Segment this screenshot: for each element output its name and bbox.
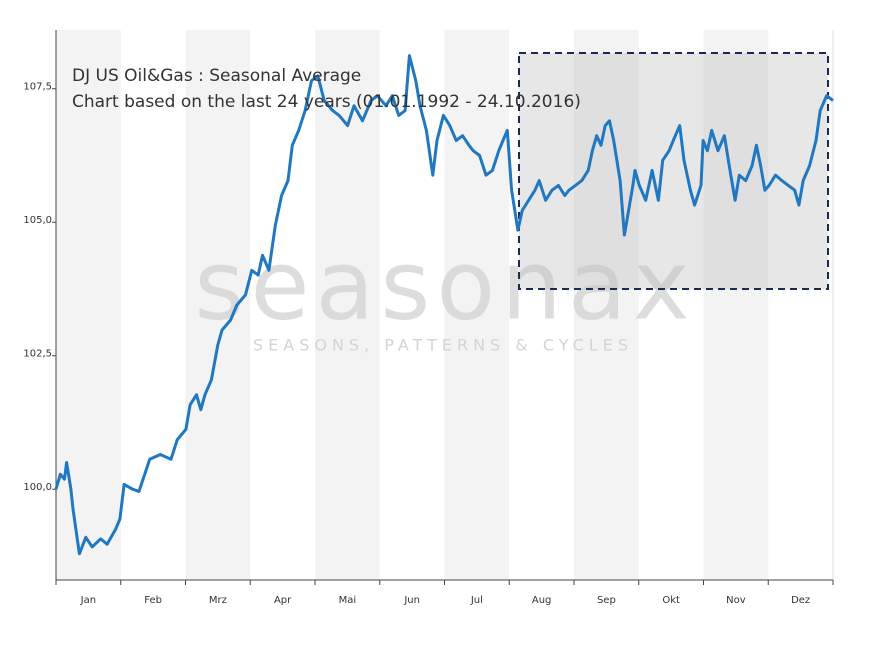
month-band (185, 30, 251, 580)
month-band (444, 30, 510, 580)
x-tick-label: Okt (662, 595, 680, 606)
month-band (574, 30, 639, 580)
y-tick-label: 107,5 (23, 82, 52, 93)
watermark-logo: seasonax (194, 229, 695, 341)
x-tick-label: Apr (274, 595, 292, 606)
x-tick-label: Dez (791, 595, 810, 606)
series-line (54, 54, 834, 556)
month-band (703, 30, 769, 580)
x-tick-label: Mrz (209, 595, 227, 606)
highlight-box (518, 52, 829, 290)
watermark-tagline: SEASONS, PATTERNS & CYCLES (253, 336, 633, 355)
x-tick-label: Aug (532, 595, 552, 606)
x-tick-label: Sep (597, 595, 616, 606)
y-tick-label: 102,5 (23, 349, 52, 360)
plot: Jan Feb Mrz Apr Mai Jun Jul Aug Sep Okt Nov Dez 100,… (23, 30, 834, 606)
month-band (56, 30, 121, 580)
month-bands (56, 30, 769, 580)
chart-subtitle: Chart based on the last 24 years (01.01.… (72, 92, 581, 112)
x-tick-label: Jan (80, 595, 96, 606)
chart-title: DJ US Oil&Gas : Seasonal Average (72, 66, 361, 86)
y-tick-label: 100,0 (23, 482, 52, 493)
x-tick-label: Feb (144, 595, 162, 606)
x-tick-label: Nov (726, 595, 746, 606)
x-tick-label: Jul (470, 595, 483, 606)
watermark: seasonax SEASONS, PATTERNS & CYCLES (194, 229, 695, 355)
y-tick-label: 105,0 (23, 215, 52, 226)
x-tick-label: Mai (339, 595, 357, 606)
x-tick-label: Jun (403, 595, 420, 606)
